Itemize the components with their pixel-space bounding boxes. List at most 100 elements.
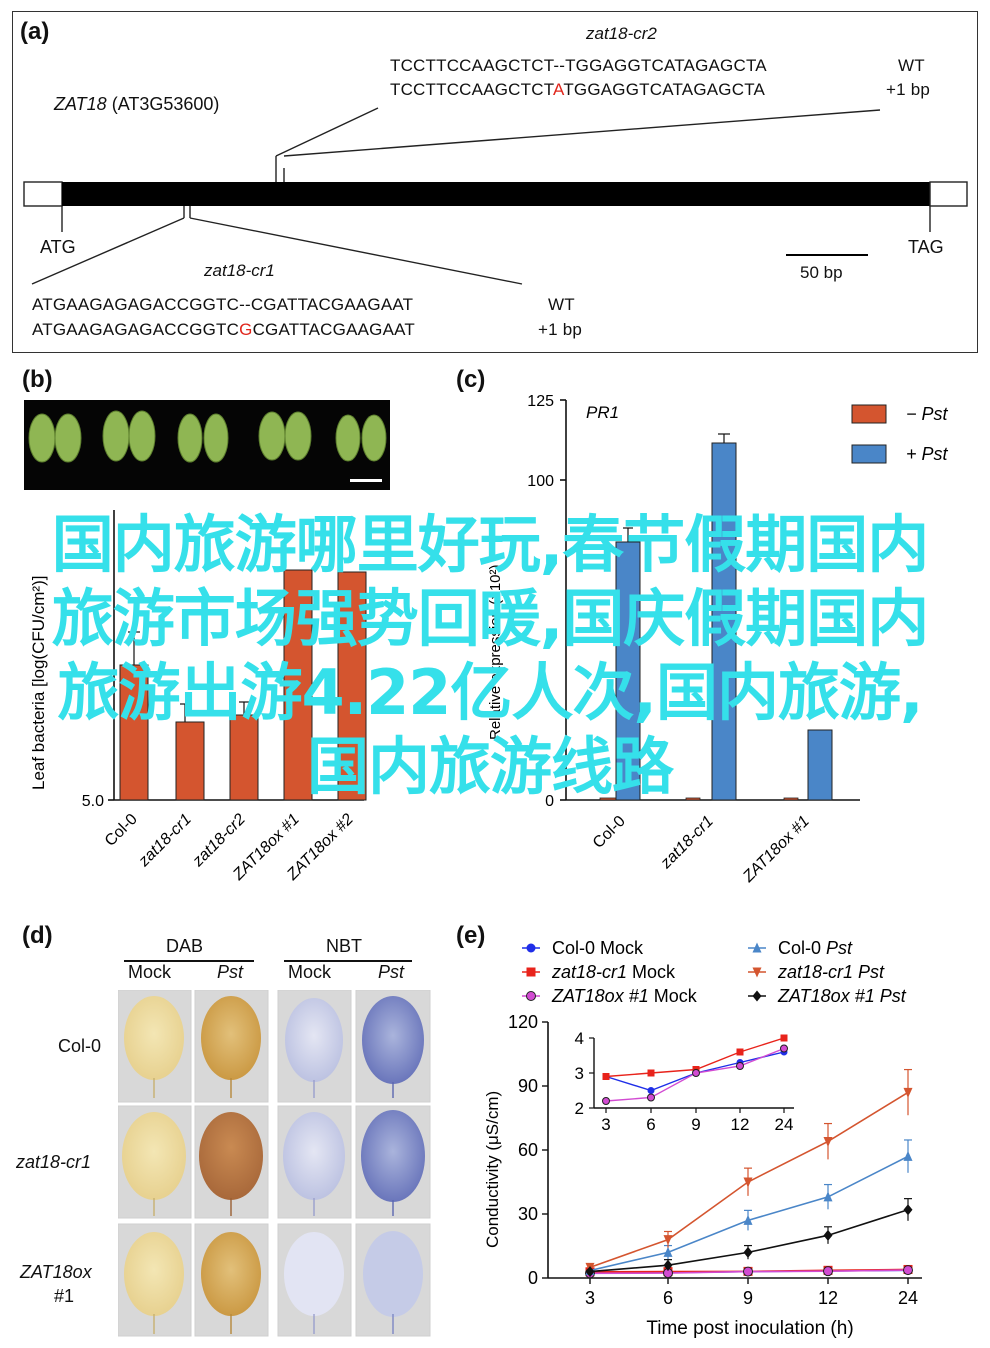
e-point-3-4 — [903, 1150, 913, 1161]
cr2-mut-label: +1 bp — [886, 80, 931, 99]
e-point-2-3 — [823, 1266, 833, 1277]
e-ytick-2: 60 — [518, 1140, 538, 1160]
bar-b-ox1 — [283, 569, 313, 801]
atg-label: ATG — [40, 237, 76, 257]
leaf-scale-bar — [350, 479, 382, 482]
e-point-4-1 — [663, 1235, 673, 1246]
overlay-headline: 国内旅游哪里好玩,春节假期国内旅游市场强势回暖,国庆假期国内旅游出游4.22亿人… — [51, 508, 930, 803]
cr1-mut-prefix: ATGAAGAGAGACCGGTC — [32, 320, 240, 339]
leaf-col0-dab-mock — [124, 996, 184, 1080]
e-ytick-4: 120 — [508, 1012, 538, 1032]
panel-b-label: (b) — [22, 366, 53, 393]
e-inset-xtick-3: 12 — [731, 1115, 750, 1134]
e-point-3-2 — [743, 1214, 753, 1225]
legend-c-minus-swatch — [851, 404, 887, 424]
legend-e-marker-4 — [526, 991, 536, 1001]
cr1-mut-suffix: CGATTACGAAGAAT — [252, 320, 415, 339]
row-cr1: zat18-cr1 — [16, 1152, 92, 1172]
e-inset-ytick-0: 2 — [575, 1099, 584, 1118]
panel-c-xtick-0: Col-0 — [590, 813, 629, 852]
bar-b-cr2 — [229, 714, 259, 801]
e-point-5-0 — [585, 1266, 595, 1278]
cr2-title: zat18-cr2 — [586, 24, 657, 43]
e-ytick-1: 30 — [518, 1204, 538, 1224]
panel-e-ylabel: Conductivity (μS/cm) — [483, 1091, 502, 1248]
e-inset-xtick-4: 24 — [775, 1115, 794, 1134]
e-point-5-2 — [743, 1246, 753, 1258]
e-point-5-4 — [903, 1204, 913, 1216]
row-col0: Col-0 — [58, 1036, 102, 1056]
row-ox-line1: ZAT18ox — [20, 1262, 92, 1282]
legend-e-marker-0 — [526, 943, 536, 953]
scale-bar-label: 50 bp — [800, 263, 843, 282]
utr-left — [23, 181, 63, 207]
e-inset-point-1-0 — [602, 1073, 610, 1080]
e-point-3-3 — [823, 1191, 833, 1202]
nbt-header-rule — [284, 960, 412, 962]
bar-b-ox2 — [337, 571, 367, 801]
cr2-wt-label: WT — [898, 56, 925, 75]
e-inset-ytick-2: 4 — [575, 1029, 584, 1048]
cr1-wt-label: WT — [548, 295, 575, 314]
utr-right — [929, 181, 968, 207]
bar-c-cr1-plus — [711, 442, 737, 801]
panel-b-xtick-1: zat18-cr1 — [135, 811, 195, 871]
legend-e-marker-5 — [752, 990, 762, 1002]
e-inset-point-1-4 — [780, 1034, 788, 1042]
e-point-4-4 — [903, 1087, 913, 1098]
e-inset-xtick-0: 3 — [601, 1115, 610, 1134]
leaf-stain-grid — [118, 990, 431, 1337]
row-ox-line2: #1 — [54, 1286, 75, 1306]
e-inset-xtick-2: 9 — [691, 1115, 700, 1134]
leaf-col0-nbt-mock — [285, 998, 343, 1082]
legend-e-label-4: ZAT18ox #1 Mock — [551, 986, 698, 1006]
legend-c-plus-swatch — [851, 444, 887, 464]
dab-header: DAB — [166, 936, 204, 956]
e-point-3-1 — [663, 1246, 673, 1257]
legend-c-plus-label: + Pst — [906, 444, 949, 464]
legend-e-marker-1 — [752, 942, 762, 953]
leaf-col0-nbt-pst — [362, 996, 424, 1084]
panel-c-label: (c) — [456, 366, 486, 393]
gene-name: ZAT18 — [54, 94, 107, 114]
panel-c-ytick-125: 125 — [527, 393, 554, 410]
e-point-5-1 — [663, 1259, 673, 1271]
bar-c-ox1-plus — [807, 729, 833, 801]
leaf-ox-nbt-pst — [363, 1231, 423, 1317]
e-ytick-3: 90 — [518, 1076, 538, 1096]
cr1-wt-seq: ATGAAGAGAGACCGGTC--CGATTACGAAGAAT — [32, 295, 414, 314]
e-xtick-2: 9 — [743, 1288, 753, 1308]
e-point-2-4 — [903, 1265, 913, 1276]
panel-c-xtick-1: zat18-cr1 — [657, 813, 717, 873]
panel-b-xtick-0: Col-0 — [102, 811, 141, 850]
nbt-header: NBT — [326, 936, 362, 956]
e-ytick-0: 0 — [528, 1268, 538, 1288]
leaf-ox-nbt-mock — [284, 1232, 344, 1316]
cr1-mut-label: +1 bp — [538, 320, 583, 339]
cr1-mut-seq: ATGAAGAGAGACCGGTCGCGATTACGAAGAAT — [32, 320, 415, 340]
leaf-cr1-dab-pst — [199, 1112, 263, 1200]
legend-e-label-1: Col-0 Pst — [778, 938, 853, 958]
gene-id: (AT3G53600) — [111, 94, 220, 114]
tag-label: TAG — [908, 237, 944, 257]
col-nbt-pst: Pst — [378, 962, 405, 982]
cds-bar — [62, 182, 930, 206]
cr2-wt-seq: TCCTTCCAAGCTCT--TGGAGGTCATAGAGCTA — [390, 56, 767, 75]
gene-title: ZAT18 (AT3G53600) — [54, 94, 219, 115]
cr1-title: zat18-cr1 — [204, 261, 275, 280]
leaf-cr1-nbt-mock — [283, 1112, 345, 1200]
e-xtick-4: 24 — [898, 1288, 918, 1308]
legend-e-marker-2 — [526, 967, 536, 977]
cr2-mut-seq: TCCTTCCAAGCTCTATGGAGGTCATAGAGCTA — [390, 80, 765, 100]
col-dab-mock: Mock — [128, 962, 172, 982]
dab-header-rule — [124, 960, 254, 962]
e-inset-point-0-1 — [647, 1087, 655, 1094]
bar-c-ox1-minus — [783, 797, 799, 801]
panel-b-ylabel: Leaf bacteria [log(CFU/cm²)] — [29, 576, 48, 790]
cr1-insert: G — [239, 320, 253, 339]
bar-b-cr1 — [175, 721, 205, 801]
bar-b-col0 — [119, 664, 149, 801]
e-inset-point-1-1 — [647, 1069, 655, 1077]
col-nbt-mock: Mock — [288, 962, 332, 982]
legend-e-label-2: zat18-cr1 Mock — [551, 962, 676, 982]
